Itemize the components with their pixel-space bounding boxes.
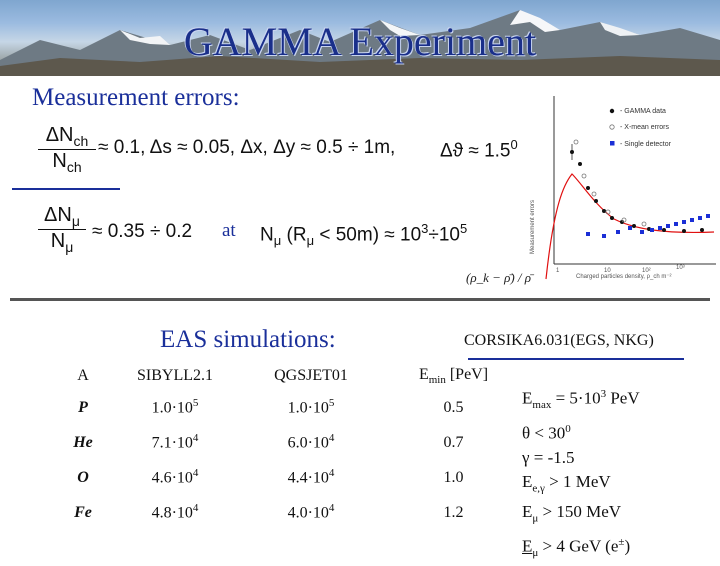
simulations-heading: EAS simulations:	[160, 326, 336, 353]
param-gamma: γ = -1.5	[522, 447, 575, 467]
param-e-gamma: Ee,γ > 1 MeV	[522, 471, 611, 495]
table-row: He 7.1·104 6.0·104 0.7	[52, 425, 521, 460]
legend-xmean: - X-mean errors	[620, 124, 670, 131]
table-row: O 4.6·104 4.4·104 1.0	[52, 460, 521, 495]
cell-qgsjet: 4.0·104	[287, 502, 335, 522]
param-e-mu-4gev: Eμ > 4 GeV (e±)	[522, 536, 631, 560]
simulation-table: A SIBYLL2.1 QGSJET01 Emin [PeV] P 1.0·10…	[52, 362, 521, 530]
param-theta: θ < 300	[522, 423, 571, 443]
separator-line	[12, 188, 120, 190]
slide-title: GAMMA Experiment	[183, 19, 537, 64]
param-emax: Emax = 5·103 PeV	[522, 388, 640, 412]
ch-numerator: ΔNch	[38, 124, 96, 150]
cell-qgsjet: 1.0·105	[287, 397, 335, 417]
plot-ylabel: Measurement errors	[530, 200, 536, 254]
mountain-image	[0, 10, 720, 76]
muon-range-condition: Nμ (Rμ < 50m) ≈ 103÷105	[260, 221, 468, 249]
cell-sibyll: 7.1·104	[151, 432, 199, 452]
mu-denominator: Nμ	[50, 230, 74, 255]
x-tick-3: 10³	[676, 265, 685, 271]
x-tick-2: 10²	[642, 268, 651, 274]
measurement-heading: Measurement errors:	[32, 84, 240, 111]
corsika-underline	[468, 358, 684, 360]
cell-nucleus: P	[78, 398, 88, 416]
cell-emin: 1.0	[443, 468, 464, 486]
x-tick-1: 10	[604, 268, 611, 274]
section-divider	[10, 298, 710, 301]
cell-nucleus: O	[77, 468, 89, 486]
legend-single: - Single detector	[620, 141, 672, 148]
ch-fraction: ΔNch Nch	[38, 124, 96, 175]
col-header-sibyll: SIBYLL2.1	[137, 367, 213, 384]
mu-fraction: ΔNμ Nμ	[38, 204, 86, 255]
col-header-a: A	[77, 367, 89, 384]
cell-emin: 0.7	[443, 433, 464, 451]
plot-xlabel: Charged particles density, ρ_ch m⁻²	[576, 274, 672, 280]
mu-errors-text: ≈ 0.35 ÷ 0.2	[92, 221, 193, 242]
cell-nucleus: He	[73, 433, 93, 451]
theta-error: Δϑ ≈ 1.50	[440, 137, 518, 162]
col-header-emin: Emin [PeV]	[418, 365, 489, 387]
cell-qgsjet: 4.4·104	[287, 467, 335, 487]
col-header-qgsjet: QGSJET01	[274, 367, 348, 384]
mu-numerator: ΔNμ	[38, 204, 86, 230]
plot-formula-caption: (ρ_k − ρ̄) / ρ̄	[466, 270, 532, 285]
legend-gamma: - GAMMA data	[620, 108, 666, 115]
cell-qgsjet: 6.0·104	[287, 432, 335, 452]
cell-nucleus: Fe	[74, 503, 92, 521]
cell-emin: 0.5	[443, 398, 464, 416]
ch-denominator: Nch	[52, 150, 82, 175]
corsika-label: CORSIKA6.031(EGS, NKG)	[464, 332, 654, 349]
simulation-parameters: Emax = 5·103 PeV θ < 300 γ = -1.5 Ee,γ >…	[522, 382, 640, 566]
cell-emin: 1.2	[443, 503, 464, 521]
table-header-row: A SIBYLL2.1 QGSJET01 Emin [PeV]	[52, 362, 521, 390]
x-tick-0: 1	[556, 268, 560, 274]
mountain-banner: GAMMA Experiment	[0, 0, 720, 76]
cell-sibyll: 1.0·105	[151, 397, 199, 417]
cell-sibyll: 4.6·104	[151, 467, 199, 487]
ch-errors-text: ≈ 0.1, Δs ≈ 0.05, Δx, Δy ≈ 0.5 ÷ 1m,	[98, 137, 396, 158]
table-row: Fe 4.8·104 4.0·104 1.2	[52, 495, 521, 530]
param-e-mu-150: Eμ > 150 MeV	[522, 502, 622, 525]
at-label: at	[222, 220, 236, 241]
table-row: P 1.0·105 1.0·105 0.5	[52, 390, 521, 425]
measurement-errors-plot: Measurement errors 1 10 10² 10³ Charged …	[524, 84, 720, 296]
cell-sibyll: 4.8·104	[151, 502, 199, 522]
